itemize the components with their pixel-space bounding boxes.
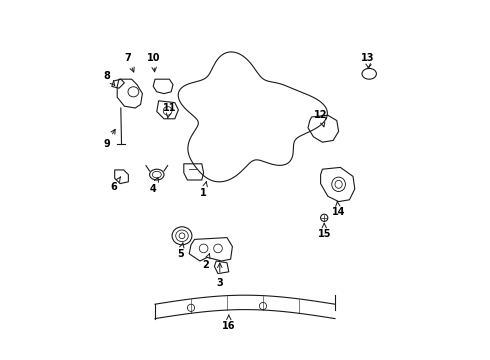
Text: 6: 6: [110, 177, 121, 192]
Text: 9: 9: [103, 129, 115, 149]
Text: 12: 12: [314, 110, 327, 127]
Text: 15: 15: [318, 223, 331, 239]
Text: 1: 1: [200, 182, 207, 198]
Text: 5: 5: [177, 243, 184, 259]
Text: 3: 3: [217, 263, 223, 288]
Text: 14: 14: [332, 202, 345, 217]
Text: 13: 13: [361, 53, 374, 68]
Text: 2: 2: [202, 254, 210, 270]
Text: 10: 10: [147, 53, 160, 72]
Text: 4: 4: [150, 177, 158, 194]
Text: 7: 7: [124, 53, 134, 72]
Text: 11: 11: [163, 103, 176, 118]
Text: 8: 8: [103, 71, 115, 85]
Text: 16: 16: [222, 315, 236, 331]
